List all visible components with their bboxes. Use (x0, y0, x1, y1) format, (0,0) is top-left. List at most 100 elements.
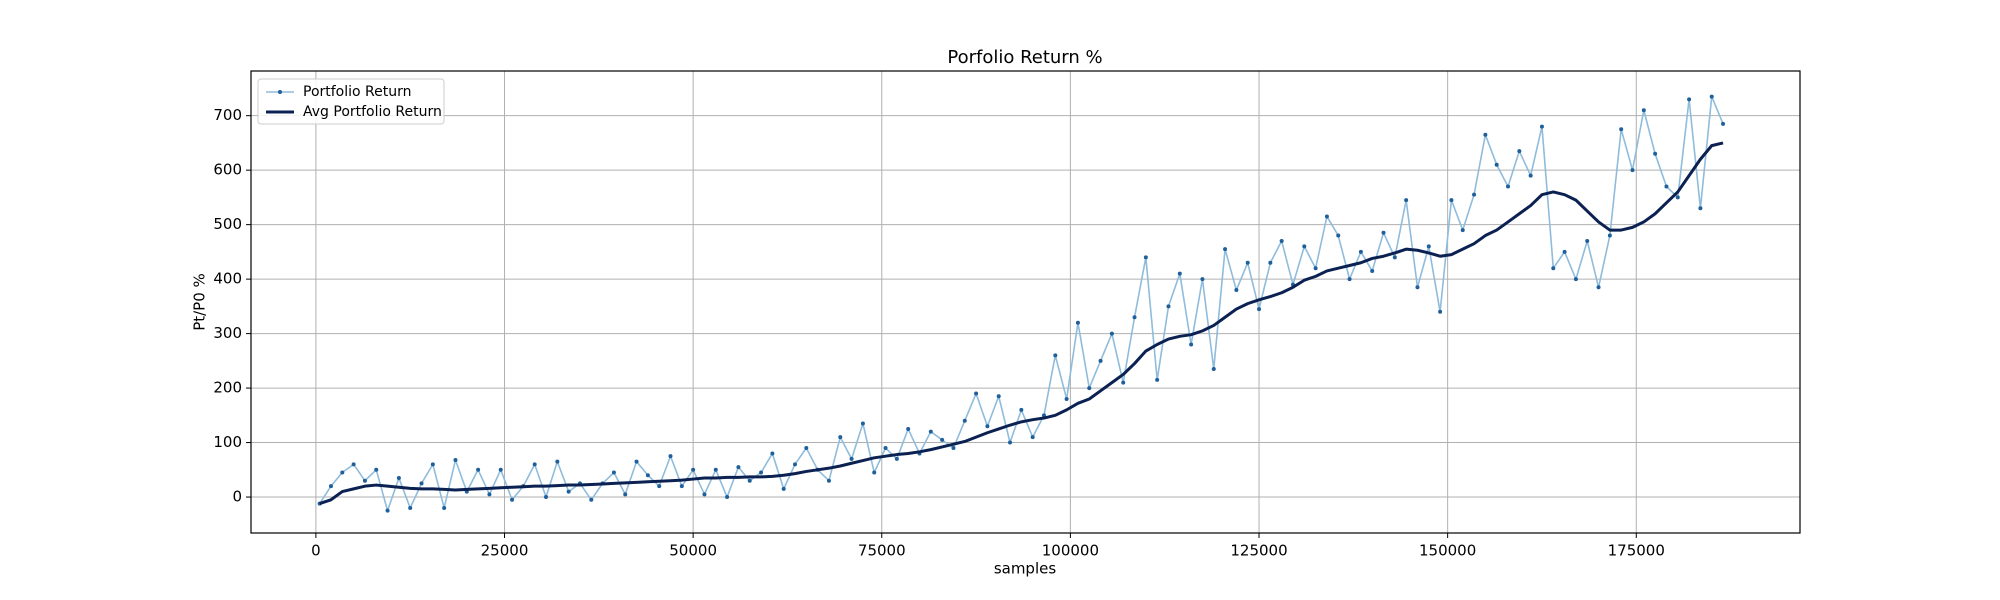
return-marker (691, 467, 696, 472)
return-marker (883, 446, 888, 451)
avg-return-line (319, 141, 1724, 506)
return-marker (838, 435, 843, 440)
return-marker (668, 454, 673, 459)
return-marker (1030, 435, 1035, 440)
x-tick-label: 125000 (1230, 542, 1287, 560)
return-marker (1653, 151, 1658, 156)
y-tick-label: 400 (213, 270, 242, 288)
return-marker (430, 462, 435, 467)
x-tick-label: 100000 (1042, 542, 1099, 560)
return-marker (1483, 132, 1488, 137)
return-marker (974, 391, 979, 396)
plot-frame (250, 70, 1801, 534)
return-marker (340, 470, 345, 475)
return-marker (1211, 367, 1216, 372)
return-marker (1381, 230, 1386, 235)
return-marker (1630, 168, 1635, 173)
return-marker (1302, 244, 1307, 249)
y-tick-label: 0 (232, 488, 242, 506)
return-marker (1279, 238, 1284, 243)
return-marker (1438, 309, 1443, 314)
return-marker (1223, 247, 1228, 252)
return-marker (1245, 260, 1250, 265)
return-marker (1472, 192, 1477, 197)
return-marker (1234, 288, 1239, 293)
return-marker (826, 478, 831, 483)
return-marker (940, 437, 945, 442)
return-marker (362, 478, 367, 483)
return-marker (645, 473, 650, 478)
return-marker (894, 456, 899, 461)
return-marker (1426, 244, 1431, 249)
return-marker (657, 484, 662, 489)
return-marker (860, 421, 865, 426)
return-marker (385, 508, 390, 513)
plot-area (317, 94, 1726, 513)
return-marker (351, 462, 356, 467)
return-marker (679, 484, 684, 489)
return-marker (498, 467, 503, 472)
x-tick-label: 50000 (669, 542, 717, 560)
legend-box (257, 78, 445, 125)
legend-marker (278, 90, 282, 94)
y-tick-label: 300 (213, 324, 242, 342)
return-line (318, 95, 1724, 512)
return-marker (1619, 127, 1624, 132)
return-marker (1064, 396, 1069, 401)
return-marker (510, 497, 515, 502)
return-marker (328, 484, 333, 489)
x-axis-label: samples (994, 560, 1057, 578)
return-marker (1562, 249, 1567, 254)
return-marker (1358, 249, 1363, 254)
return-marker (1324, 214, 1329, 219)
return-marker (453, 457, 458, 462)
return-marker (736, 465, 741, 470)
return-marker (1721, 121, 1726, 126)
return-marker (1664, 184, 1669, 189)
return-marker (1709, 94, 1714, 99)
return-marker (1539, 124, 1544, 129)
return-marker (1370, 268, 1375, 273)
return-marker (951, 446, 956, 451)
return-marker (1008, 440, 1013, 445)
return-marker (1392, 255, 1397, 260)
return-marker (476, 467, 481, 472)
return-marker (532, 462, 537, 467)
return-marker (1313, 266, 1318, 271)
return-marker (634, 459, 639, 464)
return-marker (1528, 173, 1533, 178)
return-marker (623, 492, 628, 497)
return-marker (544, 495, 549, 500)
return-marker (589, 497, 594, 502)
y-tick-label: 200 (213, 379, 242, 397)
return-marker (725, 495, 730, 500)
return-marker (1607, 233, 1612, 238)
return-marker (1573, 277, 1578, 282)
return-marker (396, 475, 401, 480)
return-marker (1698, 206, 1703, 211)
return-marker (1098, 358, 1103, 363)
return-marker (906, 426, 911, 431)
return-marker (1121, 380, 1126, 385)
return-marker (555, 459, 560, 464)
return-marker (1494, 162, 1499, 167)
return-marker (996, 394, 1001, 399)
return-marker (1404, 198, 1409, 203)
return-marker (1551, 266, 1556, 271)
return-marker (1257, 307, 1262, 312)
return-marker (1087, 386, 1092, 391)
return-marker (1336, 233, 1341, 238)
return-marker (1596, 285, 1601, 290)
x-tick-label: 75000 (858, 542, 906, 560)
return-marker (1109, 331, 1114, 336)
x-tick-label: 150000 (1419, 542, 1476, 560)
return-marker (611, 470, 616, 475)
y-tick-label: 700 (213, 106, 242, 124)
y-axis-label: Pt/P0 % (191, 273, 209, 331)
return-marker (1585, 238, 1590, 243)
return-marker (1449, 198, 1454, 203)
return-marker (1415, 285, 1420, 290)
return-marker (713, 467, 718, 472)
